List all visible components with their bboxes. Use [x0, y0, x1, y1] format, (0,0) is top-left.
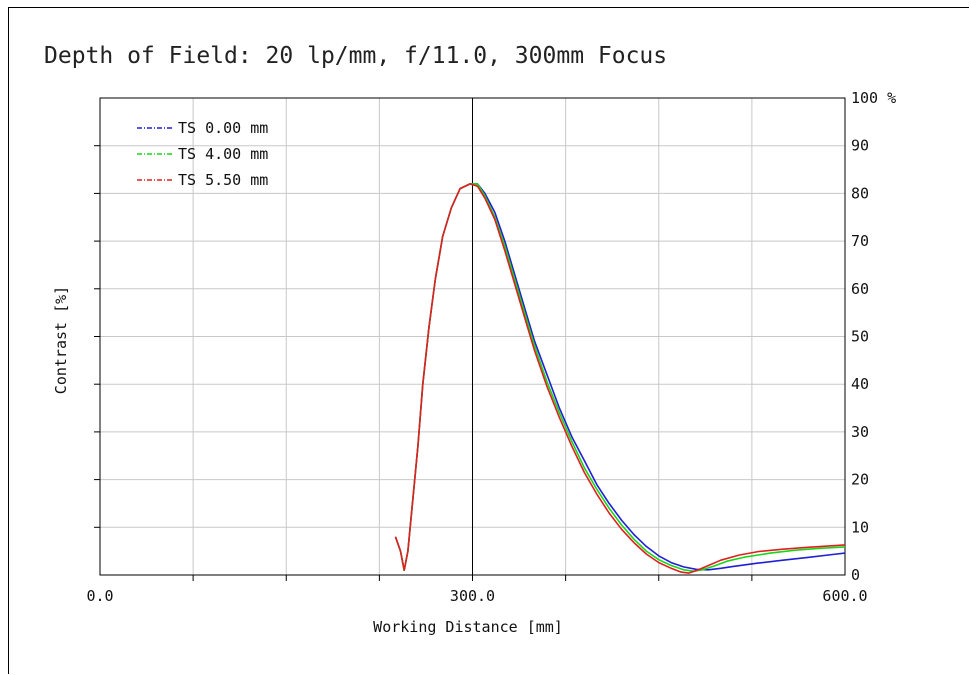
series-line [394, 183, 846, 571]
y-tick-label: 100 % [851, 89, 896, 107]
legend-label: TS 4.00 mm [178, 145, 268, 163]
series-line [394, 183, 846, 572]
y-tick-label: 60 [851, 280, 869, 298]
y-tick-label: 90 [851, 137, 869, 155]
y-tick-label: 0 [851, 566, 860, 584]
legend-label: TS 0.00 mm [178, 119, 268, 137]
y-tick-label: 40 [851, 375, 869, 393]
chart-title: Depth of Field: 20 lp/mm, f/11.0, 300mm … [44, 43, 667, 69]
y-tick-label: 80 [851, 184, 869, 202]
y-tick-label: 20 [851, 471, 869, 489]
legend-label: TS 5.50 mm [178, 171, 268, 189]
legend: TS 0.00 mm TS 4.00 mm TS 5.50 mm [137, 119, 268, 189]
y-tick-label: 50 [851, 328, 869, 346]
x-tick-label: 300.0 [450, 587, 495, 605]
x-axis-label: Working Distance [mm] [373, 618, 563, 636]
y-tick-label: 70 [851, 232, 869, 250]
x-tick-labels: 0.0 300.0 600.0 [86, 587, 867, 605]
y-axis-label: Contrast [%] [52, 286, 70, 394]
y-tick-label: 10 [851, 518, 869, 536]
x-tick-label: 600.0 [822, 587, 867, 605]
series-line [394, 183, 846, 574]
y-tick-label: 30 [851, 423, 869, 441]
y-tick-labels: 0 10 20 30 40 50 60 70 80 90 100 % [851, 89, 896, 584]
series-layer [394, 183, 846, 574]
x-tick-label: 0.0 [86, 587, 113, 605]
chart-frame [8, 7, 969, 674]
